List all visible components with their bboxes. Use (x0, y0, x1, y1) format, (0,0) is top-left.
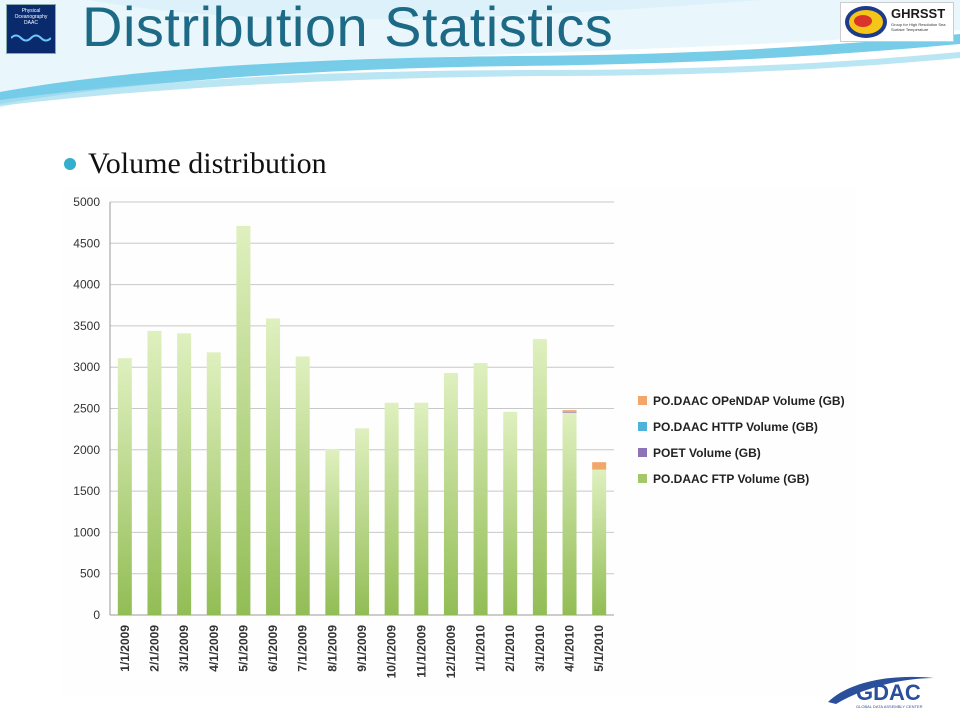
x-tick-label: 12/1/2009 (444, 625, 458, 679)
ghrsst-logo: GHRSST Group for High Resolution Sea Sur… (840, 2, 954, 42)
bar-po-daac-ftp-volume-gb (266, 318, 281, 615)
podaac-logo-text: Physical Oceanography DAAC (14, 8, 48, 26)
bullet-icon (64, 158, 76, 170)
x-tick-label: 3/1/2010 (533, 625, 547, 672)
x-tick-label: 7/1/2009 (296, 625, 310, 672)
bar-po-daac-ftp-volume-gb (147, 330, 162, 615)
y-tick-label: 3000 (73, 360, 100, 374)
y-tick-label: 500 (80, 567, 100, 581)
bar-po-daac-ftp-volume-gb (443, 372, 458, 615)
x-tick-label: 5/1/2009 (236, 625, 250, 672)
x-tick-label: 5/1/2010 (592, 625, 606, 672)
legend-label: POET Volume (GB) (653, 446, 761, 460)
bar-po-daac-ftp-volume-gb (206, 352, 221, 615)
podaac-logo: Physical Oceanography DAAC (6, 4, 56, 54)
gdac-logo-text: GDAC (856, 680, 921, 705)
bar-po-daac-ftp-volume-gb (532, 339, 547, 615)
bar-po-daac-ftp-volume-gb (117, 358, 132, 615)
x-tick-label: 1/1/2010 (474, 625, 488, 672)
gdac-tagline: GLOBAL DATA ASSEMBLY CENTER (856, 704, 923, 709)
bar-po-daac-ftp-volume-gb (503, 411, 518, 615)
y-tick-label: 4000 (73, 278, 100, 292)
x-tick-label: 4/1/2009 (207, 625, 221, 672)
bar-po-daac-opendap-volume-gb (592, 462, 607, 470)
ghrsst-logo-text: GHRSST (891, 6, 946, 21)
page-title: Distribution Statistics (82, 0, 614, 58)
bar-po-daac-ftp-volume-gb (414, 402, 429, 615)
x-tick-label: 11/1/2009 (414, 625, 428, 678)
bar-po-daac-ftp-volume-gb (355, 428, 369, 615)
legend-swatch (638, 474, 647, 483)
bar-po-daac-ftp-volume-gb (295, 356, 310, 615)
bar-po-daac-ftp-volume-gb (562, 412, 577, 615)
bar-po-daac-ftp-volume-gb (384, 402, 399, 615)
y-tick-label: 5000 (73, 195, 100, 209)
y-tick-label: 0 (93, 608, 100, 622)
legend-swatch (638, 448, 647, 457)
globe-icon (845, 6, 887, 38)
x-tick-label: 9/1/2009 (355, 625, 369, 672)
legend-swatch (638, 422, 647, 431)
x-tick-label: 4/1/2010 (563, 625, 577, 672)
y-tick-label: 4500 (73, 236, 100, 250)
y-tick-label: 2000 (73, 443, 100, 457)
legend-label: PO.DAAC OPeNDAP Volume (GB) (653, 394, 845, 408)
bar-po-daac-ftp-volume-gb (592, 469, 607, 615)
bar-po-daac-ftp-volume-gb (325, 448, 340, 615)
bar-po-daac-ftp-volume-gb (473, 363, 488, 615)
volume-chart: 0 500 1000 1500 2000 2500 3000 3500 4000 4500 5000… (73, 195, 845, 679)
bar-po-daac-opendap-volume-gb (562, 410, 577, 412)
ghrsst-tagline: Group for High Resolution Sea Surface Te… (891, 22, 946, 32)
bar-poet-volume-gb (562, 411, 577, 413)
bar-po-daac-ftp-volume-gb (177, 333, 192, 615)
waves-icon (11, 34, 51, 42)
x-tick-label: 8/1/2009 (325, 625, 339, 672)
y-tick-label: 1500 (73, 484, 100, 498)
legend-label: PO.DAAC FTP Volume (GB) (653, 472, 809, 486)
x-tick-label: 1/1/2009 (118, 625, 132, 672)
x-tick-label: 3/1/2009 (177, 625, 191, 672)
bar-po-daac-ftp-volume-gb (236, 225, 251, 616)
y-tick-label: 2500 (73, 402, 100, 416)
chart-panel: 0 500 1000 1500 2000 2500 3000 3500 4000 4500 5000… (62, 188, 855, 697)
bullet-text: Volume distribution (88, 147, 327, 180)
y-tick-label: 1000 (73, 525, 100, 539)
x-tick-label: 6/1/2009 (266, 625, 280, 672)
gdac-logo: GDAC GLOBAL DATA ASSEMBLY CENTER (828, 676, 934, 709)
legend-swatch (638, 396, 647, 405)
x-tick-label: 10/1/2009 (385, 625, 399, 679)
legend-label: PO.DAAC HTTP Volume (GB) (653, 420, 818, 434)
y-tick-label: 3500 (73, 319, 100, 333)
x-tick-label: 2/1/2010 (503, 625, 517, 672)
x-tick-label: 2/1/2009 (147, 625, 161, 672)
